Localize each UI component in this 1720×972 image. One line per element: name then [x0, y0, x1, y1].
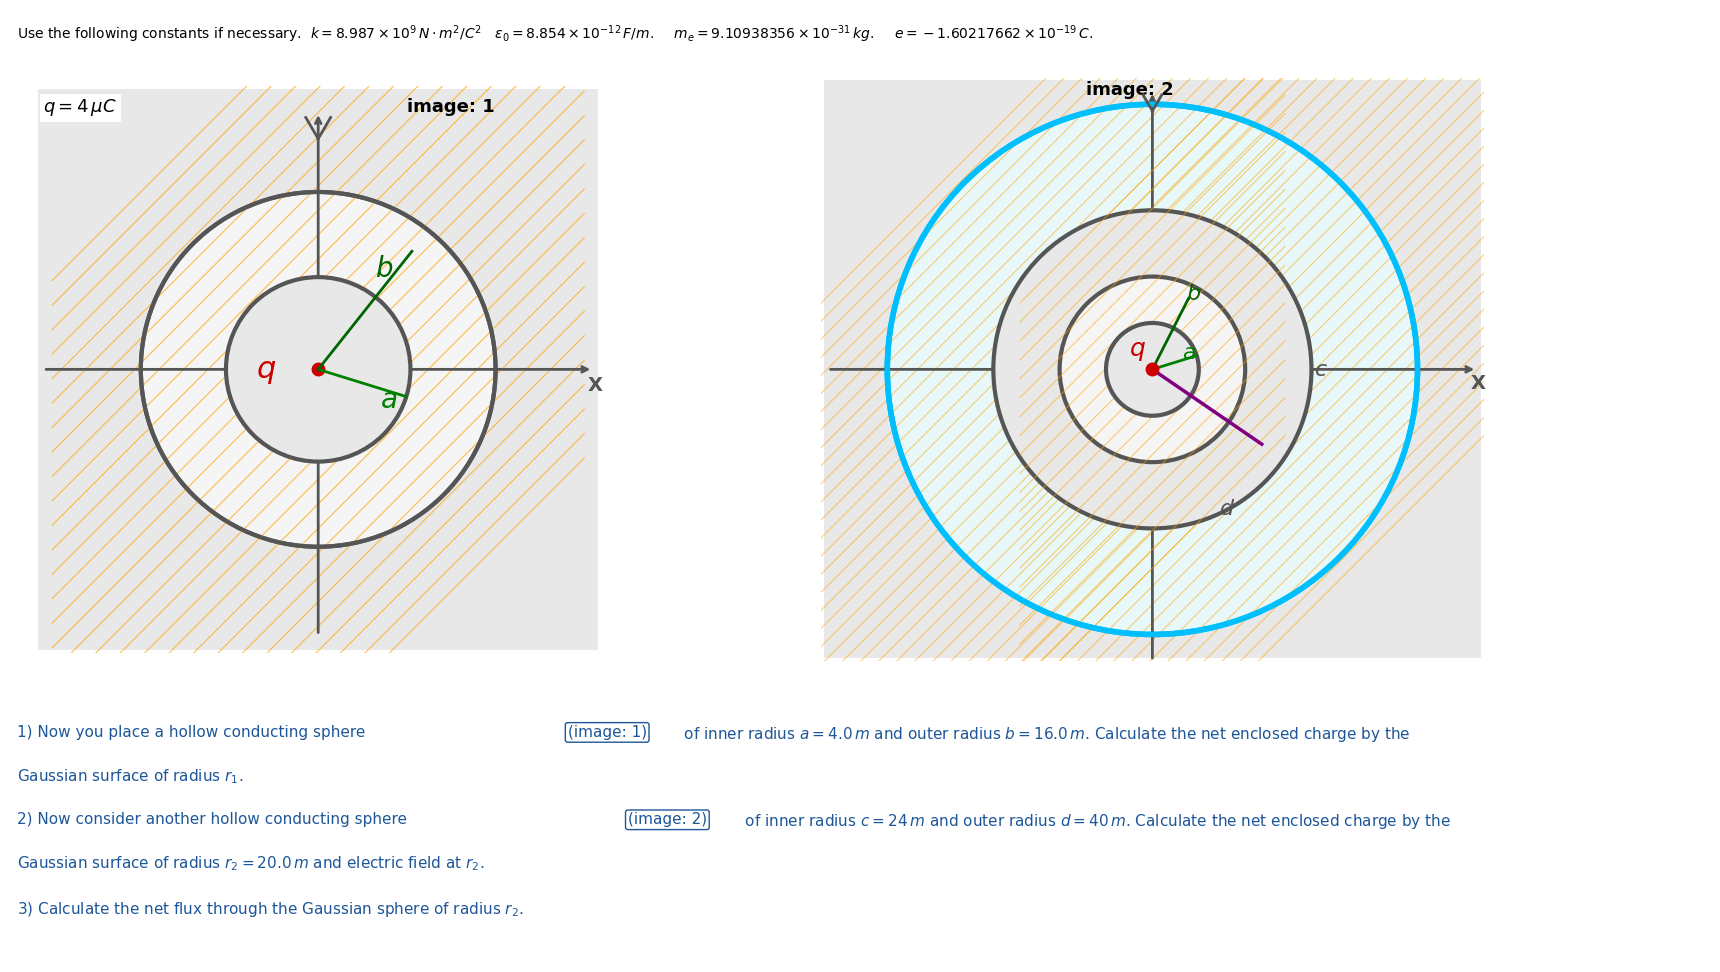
- Text: $b$: $b$: [1185, 285, 1201, 304]
- Text: $a$: $a$: [1182, 343, 1195, 363]
- Circle shape: [225, 277, 411, 462]
- Text: $c$: $c$: [1314, 360, 1328, 380]
- Circle shape: [888, 104, 1417, 635]
- Text: X: X: [1471, 374, 1486, 394]
- FancyBboxPatch shape: [824, 81, 1481, 658]
- Circle shape: [1106, 323, 1199, 416]
- Text: of inner radius $a = 4.0\,m$ and outer radius $b = 16.0\,m$. Calculate the net e: of inner radius $a = 4.0\,m$ and outer r…: [679, 725, 1410, 744]
- Text: $d$: $d$: [1219, 500, 1235, 519]
- Text: 2) Now consider another hollow conducting sphere: 2) Now consider another hollow conductin…: [17, 813, 413, 827]
- Text: X: X: [588, 375, 602, 395]
- Text: image: 2: image: 2: [1085, 81, 1173, 99]
- Text: $q$: $q$: [1128, 339, 1146, 364]
- Text: 3) Calculate the net flux through the Gaussian sphere of radius $r_2$.: 3) Calculate the net flux through the Ga…: [17, 900, 525, 919]
- Text: (image: 2): (image: 2): [628, 813, 707, 827]
- Text: Use the following constants if necessary.  $k = 8.987 \times 10^9\, N \cdot m^2/: Use the following constants if necessary…: [17, 23, 1094, 45]
- Circle shape: [994, 210, 1311, 529]
- Text: $q$: $q$: [256, 358, 277, 386]
- Text: image: 1: image: 1: [408, 98, 495, 117]
- Text: (image: 1): (image: 1): [568, 725, 647, 740]
- Text: Gaussian surface of radius $r_1$.: Gaussian surface of radius $r_1$.: [17, 767, 244, 785]
- Circle shape: [1060, 277, 1245, 462]
- Text: $q = 4\,\mu C$: $q = 4\,\mu C$: [43, 97, 117, 119]
- Text: $a$: $a$: [380, 387, 397, 414]
- Text: of inner radius $c = 24\,m$ and outer radius $d = 40\,m$. Calculate the net encl: of inner radius $c = 24\,m$ and outer ra…: [740, 813, 1450, 831]
- FancyBboxPatch shape: [38, 89, 599, 649]
- Text: Gaussian surface of radius $r_2 = 20.0\,m$ and electric field at $r_2$.: Gaussian surface of radius $r_2 = 20.0\,…: [17, 854, 485, 873]
- Circle shape: [141, 192, 495, 546]
- Text: $b$: $b$: [375, 255, 394, 283]
- Text: 1) Now you place a hollow conducting sphere: 1) Now you place a hollow conducting sph…: [17, 725, 370, 740]
